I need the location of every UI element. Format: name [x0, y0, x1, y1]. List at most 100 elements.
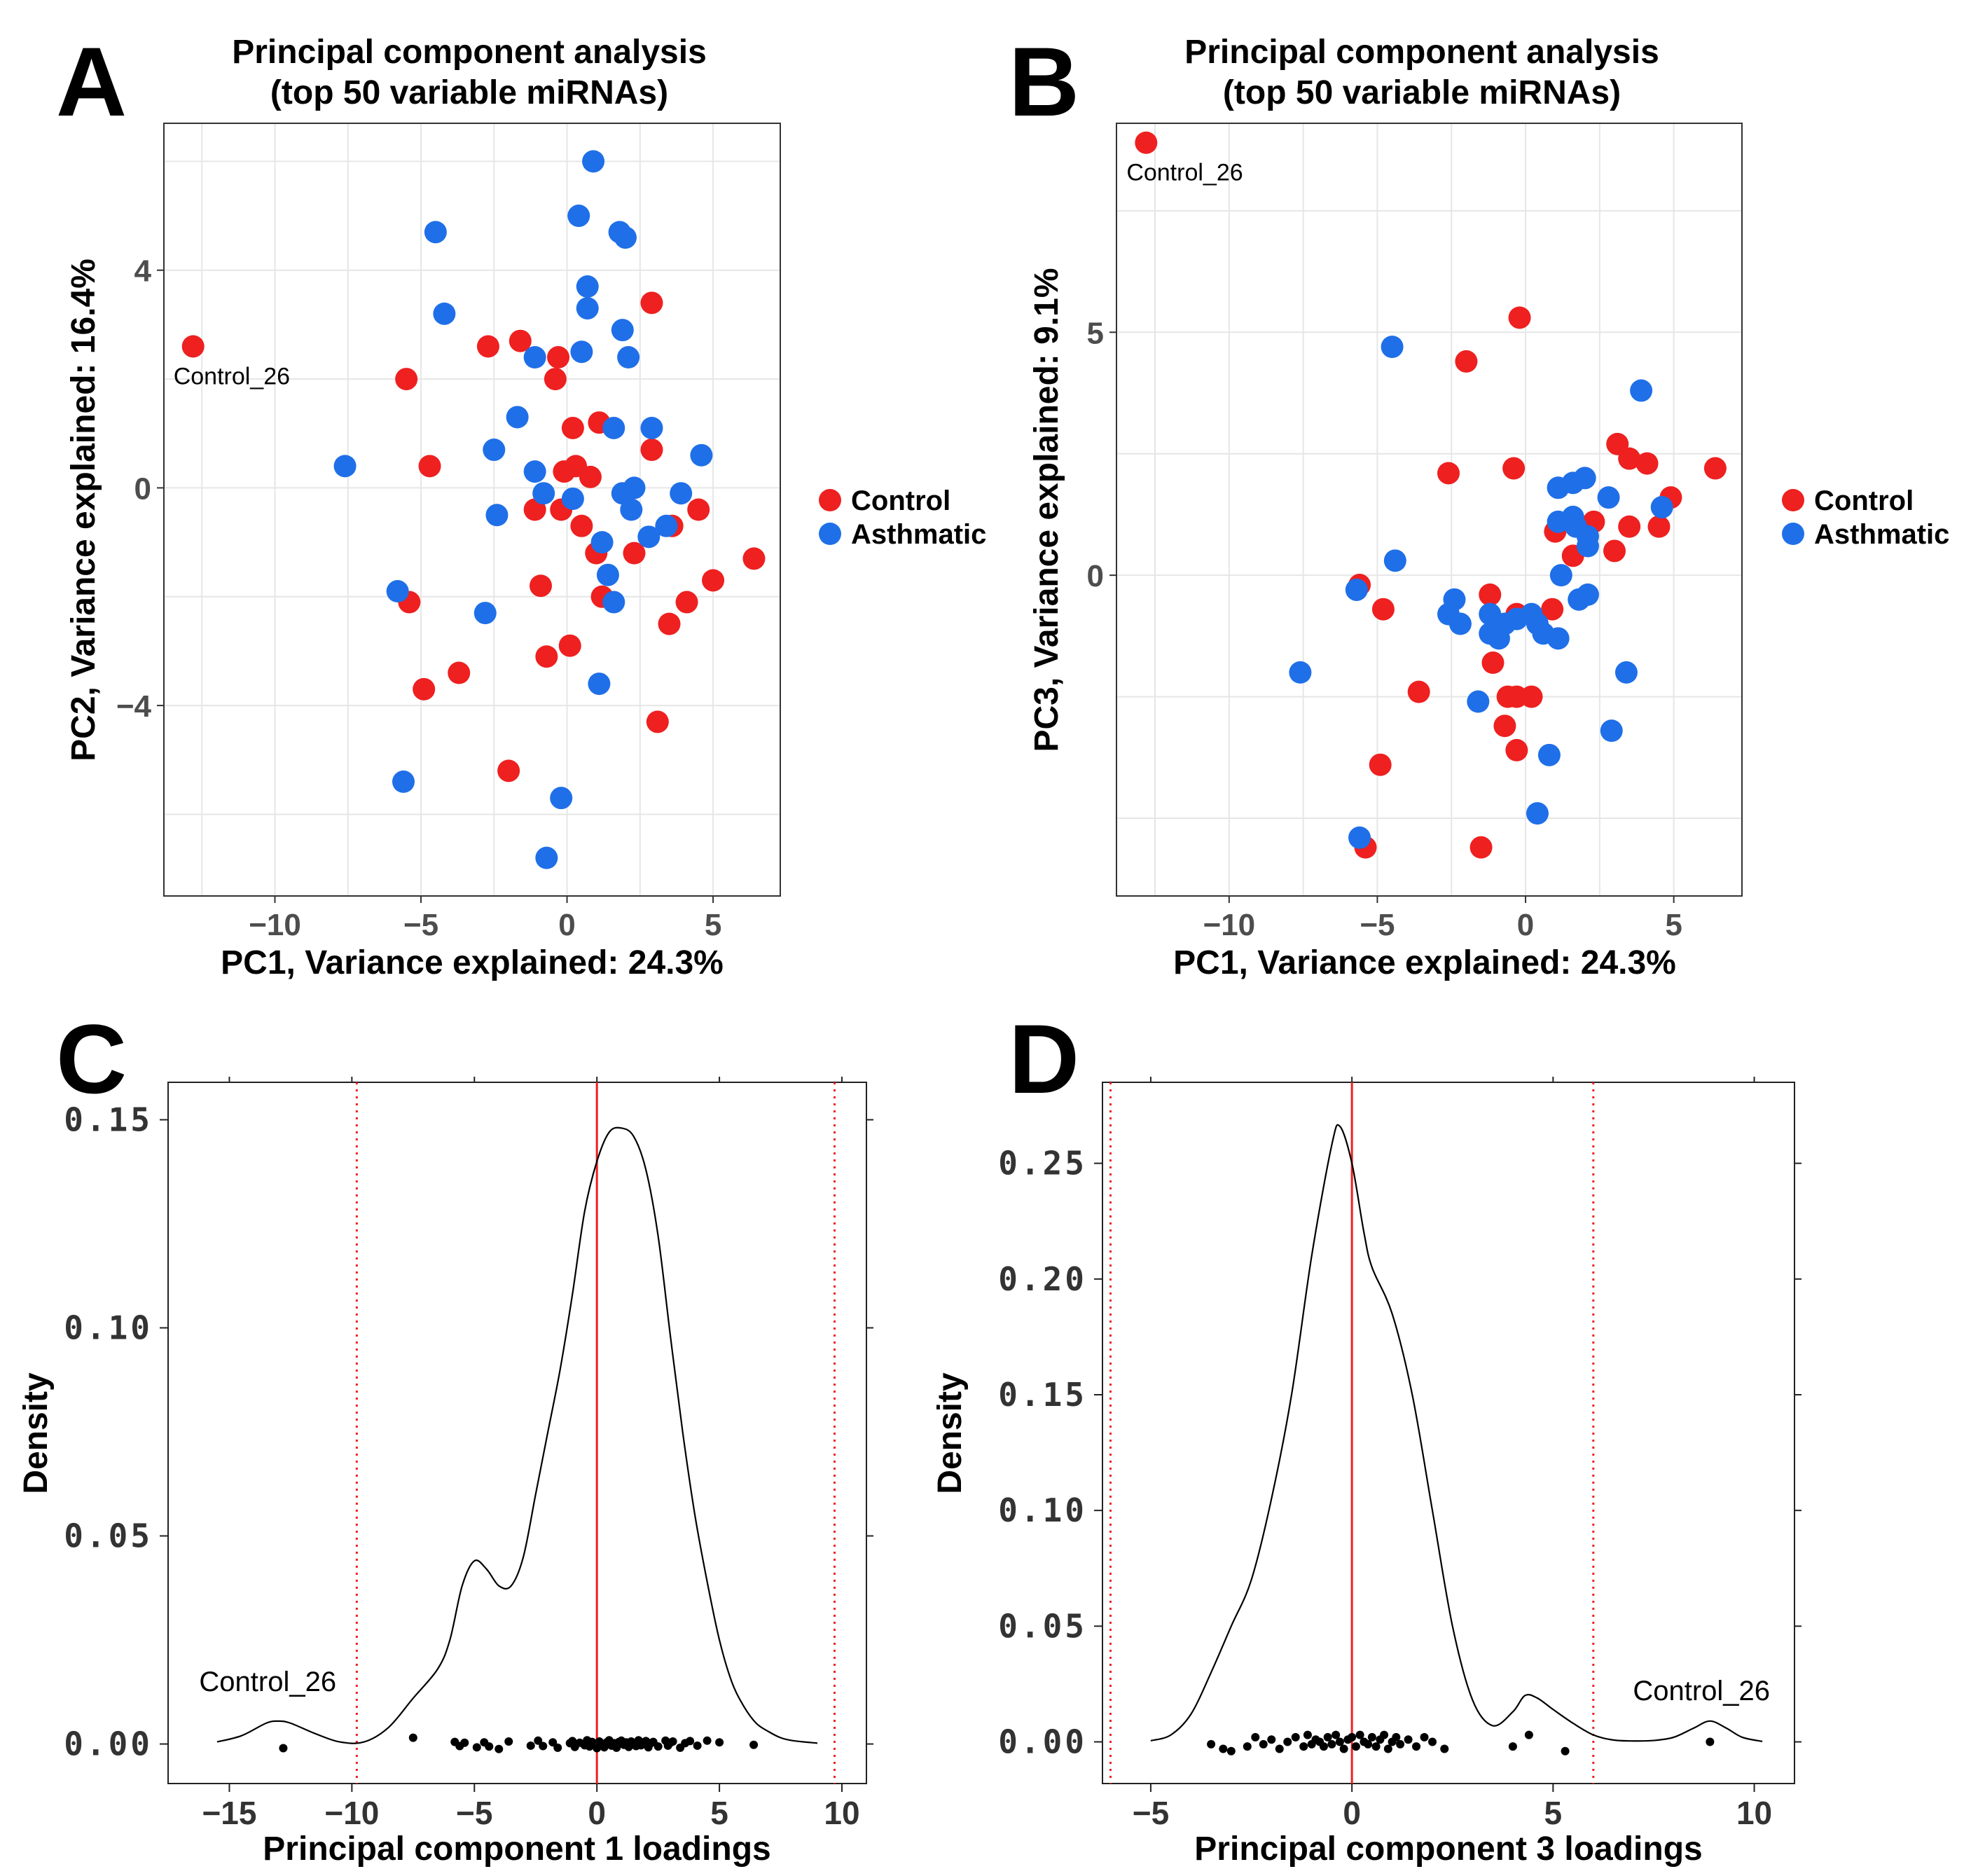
panel-b-point-control — [1493, 715, 1516, 738]
panel-d-y-tick-label: 0.00 — [998, 1723, 1087, 1761]
panel-a-point-control — [623, 542, 646, 565]
panel-a-point-control — [413, 677, 436, 701]
panel-d-annotation: Control_26 — [1633, 1676, 1770, 1706]
panel-a-point-control — [448, 661, 471, 684]
panel-b-title-line2: (top 50 variable miRNAs) — [1223, 74, 1621, 111]
panel-c-x-tick-label: −5 — [456, 1795, 492, 1831]
panel-a-point-control — [535, 645, 558, 668]
panel-a-point-asthmatic — [670, 482, 693, 505]
panel-c-rug-point — [534, 1736, 543, 1745]
panel-a-point-asthmatic — [570, 340, 593, 364]
panel-d-y-ticks: 0.00 0.05 0.10 0.15 0.20 0.25 — [998, 1145, 1801, 1761]
panel-d-density-curve — [1150, 1124, 1763, 1742]
panel-b-point-asthmatic — [1597, 486, 1620, 509]
panel-b-legend-control-marker — [1782, 489, 1804, 511]
panel-c-x-tick-label: −10 — [324, 1795, 379, 1831]
panel-c-y-tick-label: 0.00 — [64, 1725, 153, 1763]
panel-b-point-asthmatic — [1487, 627, 1510, 650]
panel-b-point-control — [1371, 598, 1395, 621]
panel-d-rug-point — [1524, 1730, 1533, 1739]
panel-d-rug-point — [1508, 1742, 1517, 1751]
panel-b-legend-control-label: Control — [1814, 485, 1914, 516]
panel-b-point-asthmatic — [1547, 476, 1570, 499]
panel-a-point-asthmatic — [640, 416, 663, 439]
panel-c-x-axis-label: Principal component 1 loadings — [263, 1830, 770, 1868]
panel-d-rug-point — [1440, 1744, 1449, 1753]
panel-d-rug-point — [1207, 1739, 1216, 1749]
panel-a-x-ticks: −10 −5 0 5 — [249, 896, 721, 942]
panel-b-y-ticks: 05 — [1087, 316, 1116, 593]
panel-a-point-control — [579, 465, 602, 488]
panel-b-x-tick-label: −5 — [1360, 908, 1395, 942]
panel-d-rug-point — [1303, 1730, 1312, 1739]
panel-a-point-control — [558, 634, 581, 657]
panel-d-x-tick-label: 10 — [1736, 1795, 1772, 1831]
panel-a-point-asthmatic — [567, 205, 590, 228]
panel-a-point-control — [547, 346, 570, 369]
panel-d-rug-point — [1383, 1744, 1392, 1753]
panel-d-y-tick-label: 0.15 — [998, 1376, 1087, 1414]
panel-b-y-tick-label: 5 — [1087, 316, 1104, 350]
panel-d-y-tick-label: 0.20 — [998, 1260, 1087, 1298]
panel-d-rug-point — [1259, 1739, 1268, 1749]
panel-a-legend-control-marker — [819, 489, 841, 511]
panel-a-point-asthmatic — [588, 673, 611, 696]
panel-d-rug-point — [1396, 1739, 1405, 1749]
panel-a-point-asthmatic — [523, 346, 546, 369]
panel-b-point-control — [1455, 350, 1478, 373]
panel-c-rug-point — [553, 1743, 562, 1752]
panel-c-rug-point — [749, 1740, 759, 1749]
panel-d-rug-point — [1299, 1742, 1308, 1751]
panel-d-rug-point — [1706, 1737, 1715, 1746]
panel-a-point-control — [675, 591, 698, 614]
panel-b-point-control — [1603, 539, 1626, 563]
panel-b-point-asthmatic — [1526, 612, 1549, 635]
panel-a-point-control — [544, 368, 567, 391]
panel-d-rug-point — [1367, 1732, 1376, 1741]
panel-d-rug-point — [1226, 1746, 1236, 1756]
panel-b-legend-asthmatic-marker — [1782, 523, 1804, 545]
panel-d-rug-point — [1327, 1739, 1336, 1749]
panel-d-x-axis-label: Principal component 3 loadings — [1194, 1830, 1702, 1868]
panel-a-point-asthmatic — [590, 531, 614, 554]
panel-a-legend-control-label: Control — [851, 485, 950, 516]
panel-b-point-control — [1479, 583, 1502, 606]
panel-b-grid — [1116, 123, 1742, 896]
panel-c-rug-point — [504, 1737, 513, 1746]
panel-c-rug-point — [548, 1738, 558, 1747]
panel-b-point-control — [1481, 651, 1505, 675]
panel-a-annotation: Control_26 — [174, 363, 290, 389]
panel-b-y-tick-label: 0 — [1087, 559, 1104, 593]
panel-d-rug-point — [1323, 1732, 1332, 1741]
panel-c-density-curve — [216, 1126, 818, 1744]
panel-b-x-tick-label: 0 — [1517, 908, 1534, 942]
panel-b-x-tick-label: −10 — [1203, 908, 1256, 942]
panel-c-y-tick-label: 0.15 — [64, 1101, 153, 1138]
panel-b-point-asthmatic — [1547, 510, 1570, 533]
panel-a-point-asthmatic — [637, 525, 661, 549]
panel-a-point-asthmatic — [582, 150, 605, 173]
panel-a-point-asthmatic — [386, 580, 409, 603]
panel-c-rug-point — [668, 1737, 677, 1746]
panel-d-x-tick-label: 5 — [1544, 1795, 1563, 1831]
panel-b-point-asthmatic — [1526, 802, 1549, 825]
panel-c-y-axis-label: Density — [18, 1372, 55, 1494]
panel-b-point-control — [1618, 515, 1641, 538]
panel-c-rug-point — [653, 1742, 663, 1751]
panel-d-y-tick-label: 0.25 — [998, 1145, 1087, 1182]
panel-c-rug-point — [472, 1743, 481, 1752]
panel-a-point-asthmatic — [561, 487, 584, 510]
panel-c-rug-point — [693, 1741, 702, 1750]
panel-a-point-asthmatic — [614, 226, 637, 249]
panel-d-rug-point — [1283, 1737, 1292, 1746]
panel-c-rug-points — [279, 1733, 759, 1753]
panel-d-rug-point — [1251, 1732, 1260, 1741]
panel-d-rug-point — [1243, 1742, 1252, 1751]
panel-a-point-control — [570, 514, 593, 537]
panel-d-y-tick-label: 0.05 — [998, 1607, 1087, 1645]
panel-a-point-asthmatic — [506, 406, 529, 429]
panel-b-point-asthmatic — [1381, 336, 1404, 359]
panel-a: A Principal component analysis (top 50 v… — [56, 27, 986, 981]
panel-d: D Control_26 −5 0 5 10 0.00 0.05 0.10 0.15 0.20… — [932, 1004, 1801, 1868]
